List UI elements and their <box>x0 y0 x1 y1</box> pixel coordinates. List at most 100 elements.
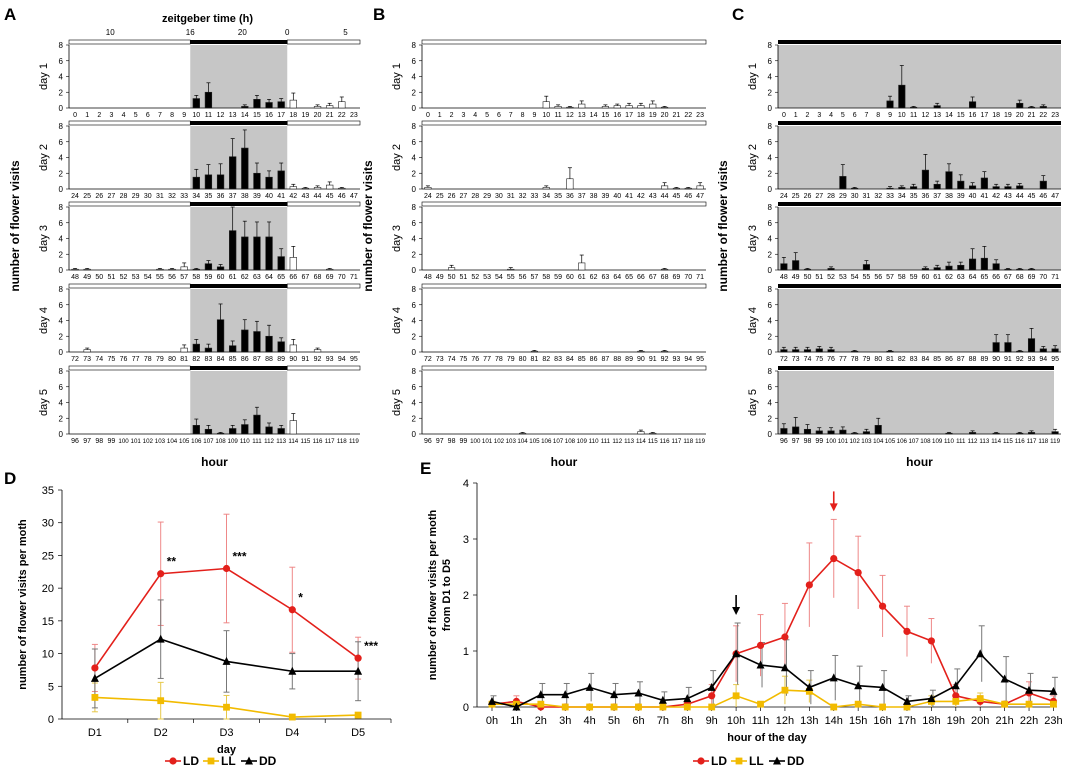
x-tick-label: 89 <box>277 356 285 363</box>
bar <box>1016 268 1024 271</box>
x-tick-label: 26 <box>804 193 812 200</box>
bar <box>216 174 225 190</box>
legend-d: LD LL DD <box>165 754 277 768</box>
x-tick-label: 111 <box>601 438 611 445</box>
x-tick-label: 7 <box>158 112 162 119</box>
x-tick-label: 96 <box>71 438 79 445</box>
bar <box>265 102 273 109</box>
legend-label: LD <box>183 754 199 768</box>
light-indicator-bar <box>68 283 191 289</box>
bar <box>625 105 633 109</box>
x-tick-label: 59 <box>554 274 562 281</box>
day-label: day 1 <box>38 63 50 90</box>
x-tick-label: 42 <box>637 193 645 200</box>
x-tick-label: 49 <box>792 274 800 281</box>
legend-label: LL <box>221 754 236 768</box>
x-tick-label: 73 <box>792 356 800 363</box>
x-tick-label: 117 <box>325 438 335 445</box>
x-tick-label: 47 <box>350 193 358 200</box>
x-tick-label: 62 <box>590 274 598 281</box>
data-point-ll <box>91 694 99 701</box>
bar <box>1027 268 1036 271</box>
bar <box>253 331 261 353</box>
x-tick-label: 52 <box>120 274 128 281</box>
x-tick-label: 108 <box>920 438 931 445</box>
x-tick-label: 29 <box>839 193 847 200</box>
bar <box>661 185 669 190</box>
x-tick-label: D4 <box>285 727 299 739</box>
x-tick-label: 94 <box>684 356 692 363</box>
bar <box>83 268 91 271</box>
x-tick-label: 10h <box>727 715 745 727</box>
x-tick-label: 9 <box>532 112 536 119</box>
x-tick-label: 95 <box>1051 356 1059 363</box>
y-tick-label: 4 <box>768 235 773 244</box>
y-tick-label: 4 <box>412 235 417 244</box>
arrow-head <box>732 607 741 615</box>
x-tick-label: 40 <box>613 193 621 200</box>
bar <box>180 347 188 353</box>
x-tick-label: 12 <box>921 112 929 119</box>
bar <box>241 424 249 435</box>
bar <box>229 345 237 353</box>
x-tick-label: D5 <box>351 727 365 739</box>
bar <box>277 256 285 271</box>
bar <box>338 187 346 190</box>
x-tick-label: 103 <box>861 438 872 445</box>
bar <box>216 319 225 353</box>
panel-letter-b: B <box>373 5 385 24</box>
data-point-ll <box>976 695 984 702</box>
bar <box>313 106 322 109</box>
x-tick-label: 18 <box>637 112 645 119</box>
data-point-ll <box>537 700 545 708</box>
x-tick-label: 116 <box>313 438 323 445</box>
x-tick-label: 65 <box>625 274 633 281</box>
bar <box>1016 350 1024 353</box>
bar <box>780 349 788 353</box>
bar <box>1004 342 1012 353</box>
x-tick-label: 57 <box>531 274 539 281</box>
x-tick-label: 114 <box>991 438 1001 445</box>
dark-indicator-bar <box>190 366 288 370</box>
x-tick-label: 100 <box>826 438 837 445</box>
bar <box>277 101 285 109</box>
x-tick-label: 110 <box>944 438 954 445</box>
data-point-dd <box>927 694 936 703</box>
data-point-ll <box>952 698 960 705</box>
bar <box>921 268 929 271</box>
y-tick-label: 4 <box>59 317 64 326</box>
y-tick-label: 6 <box>412 138 417 147</box>
y-tick-label: 8 <box>59 122 64 131</box>
dark-phase-shade <box>778 207 1061 270</box>
bar <box>910 106 918 109</box>
x-tick-label: 85 <box>229 356 237 363</box>
x-tick-label: 23 <box>350 112 358 119</box>
x-tick-label: 16 <box>613 112 621 119</box>
x-tick-label: 14 <box>241 112 249 119</box>
x-tick-label: 90 <box>637 356 645 363</box>
series-line-dd <box>491 652 1054 708</box>
data-point-dd <box>805 682 814 691</box>
x-tick-label: 55 <box>156 274 164 281</box>
x-tick-label: 93 <box>673 356 681 363</box>
day-label: day 3 <box>391 225 403 252</box>
bar <box>241 106 249 109</box>
x-tick-label: 111 <box>956 438 966 445</box>
bar <box>241 236 249 271</box>
y-tick-label: 2 <box>768 414 773 423</box>
x-tick-label: 8 <box>170 112 174 119</box>
x-tick-label: 91 <box>1004 356 1012 363</box>
x-tick-label: 15 <box>957 112 965 119</box>
bar <box>933 105 941 109</box>
x-tick-label: 4 <box>829 112 833 119</box>
significance-label: ** <box>167 555 177 569</box>
x-tick-label: 2 <box>97 112 101 119</box>
data-point-dd <box>561 690 570 699</box>
x-tick-label: 107 <box>553 438 564 445</box>
bar <box>957 264 965 271</box>
x-tick-label: 44 <box>1016 193 1024 200</box>
x-tick-label: 93 <box>1028 356 1036 363</box>
